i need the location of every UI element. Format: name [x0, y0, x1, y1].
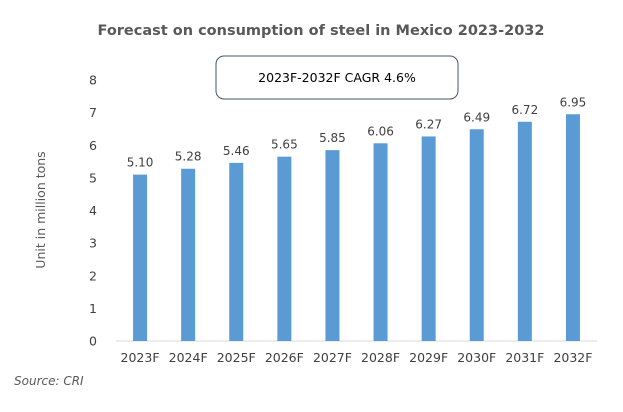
chart-title: Forecast on consumption of steel in Mexi… [98, 23, 545, 39]
data-labels: 5.10 5.28 5.46 5.65 5.85 6.06 6.27 6.49 6.72 6.95 [127, 95, 587, 169]
cagr-annotation-box: 2023F-2032F CAGR 4.6% [215, 55, 459, 100]
bar-2026F [277, 156, 292, 341]
y-tick-label: 0 [89, 334, 97, 349]
x-tick-label: 2032F [553, 350, 592, 365]
data-label-2030F: 6.49 [463, 110, 490, 124]
bar-2024F [181, 168, 196, 341]
data-label-2024F: 5.28 [175, 150, 202, 164]
cagr-annotation-text: 2023F-2032F CAGR 4.6% [258, 70, 416, 85]
x-tick-label: 2024F [169, 350, 208, 365]
y-tick-label: 7 [89, 105, 97, 120]
source-note: Source: CRI [14, 374, 84, 388]
y-tick-label: 3 [89, 236, 97, 251]
x-axis-ticks: 2023F 2024F 2025F 2026F 2027F 2028F 2029F 2030F… [121, 350, 593, 365]
bar-2028F [373, 143, 388, 341]
data-label-2031F: 6.72 [511, 103, 538, 117]
bar-2025F [229, 162, 244, 341]
x-tick-label: 2023F [121, 350, 160, 365]
data-label-2027F: 5.85 [319, 131, 346, 145]
y-axis-ticks: 0 1 2 3 4 5 6 7 8 [89, 73, 97, 349]
bar-2030F [469, 129, 484, 341]
cagr-box-border [215, 55, 459, 100]
x-tick-label: 2029F [409, 350, 448, 365]
data-label-2028F: 6.06 [367, 124, 394, 138]
bar-2029F [421, 136, 436, 341]
bar-2027F [325, 150, 340, 341]
y-tick-label: 8 [89, 73, 97, 88]
y-tick-label: 2 [89, 268, 97, 283]
y-tick-label: 1 [89, 301, 97, 316]
y-tick-label: 6 [89, 138, 97, 153]
x-tick-label: 2026F [265, 350, 304, 365]
y-tick-label: 5 [89, 170, 97, 185]
data-label-2029F: 6.27 [415, 117, 442, 131]
x-tick-label: 2028F [361, 350, 400, 365]
bar-2023F [133, 174, 148, 341]
data-label-2023F: 5.10 [127, 156, 154, 170]
bar-2032F [565, 114, 580, 341]
x-tick-label: 2025F [217, 350, 256, 365]
data-label-2032F: 6.95 [560, 95, 587, 109]
x-tick-label: 2030F [457, 350, 496, 365]
data-label-2025F: 5.46 [223, 144, 250, 158]
data-label-2026F: 5.65 [271, 138, 298, 152]
y-axis-label: Unit in million tons [33, 151, 48, 268]
y-tick-label: 4 [89, 203, 97, 218]
bar-2031F [517, 121, 532, 341]
x-tick-label: 2027F [313, 350, 352, 365]
x-tick-label: 2031F [505, 350, 544, 365]
bar-series [133, 114, 580, 341]
